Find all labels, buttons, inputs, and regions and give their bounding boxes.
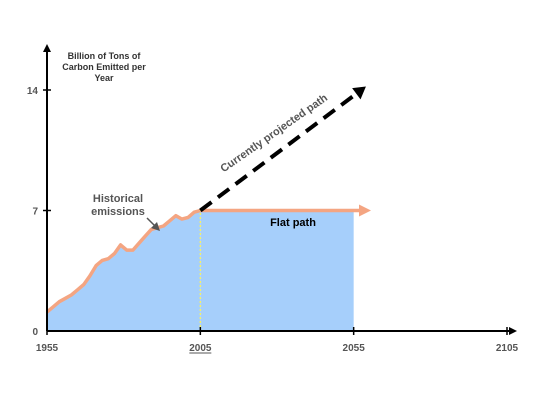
y-axis-arrowhead <box>43 44 51 52</box>
flat-path-label: Flat path <box>270 217 316 229</box>
projected-path-label: Currently projected path <box>219 92 331 175</box>
projected-arrowhead <box>352 86 366 100</box>
x-tick-label-2005: 2005 <box>189 343 212 354</box>
y-tick-label-0: 0 <box>32 327 38 338</box>
y-tick-label-14: 14 <box>27 86 39 97</box>
x-tick-label-2105: 2105 <box>496 343 519 354</box>
flat-area <box>200 210 354 331</box>
flat-arrowhead <box>359 204 371 217</box>
historical-label-line-2: emissions <box>91 206 145 218</box>
historical-pointer-arrowhead <box>151 222 160 231</box>
x-tick-label-1955: 1955 <box>36 343 59 354</box>
x-tick-label-2055: 2055 <box>343 343 366 354</box>
historical-line <box>45 208 201 314</box>
y-axis-label-line-2: Carbon Emitted per <box>62 62 146 72</box>
x-axis-arrowhead <box>509 327 517 335</box>
historical-label-line-1: Historical <box>93 193 143 205</box>
y-axis-label-line-1: Billion of Tons of <box>68 51 142 61</box>
y-tick-label-7: 7 <box>32 207 38 218</box>
historical-area <box>47 210 201 331</box>
y-axis-label-line-3: Year <box>94 73 114 83</box>
projected-line <box>199 92 358 213</box>
